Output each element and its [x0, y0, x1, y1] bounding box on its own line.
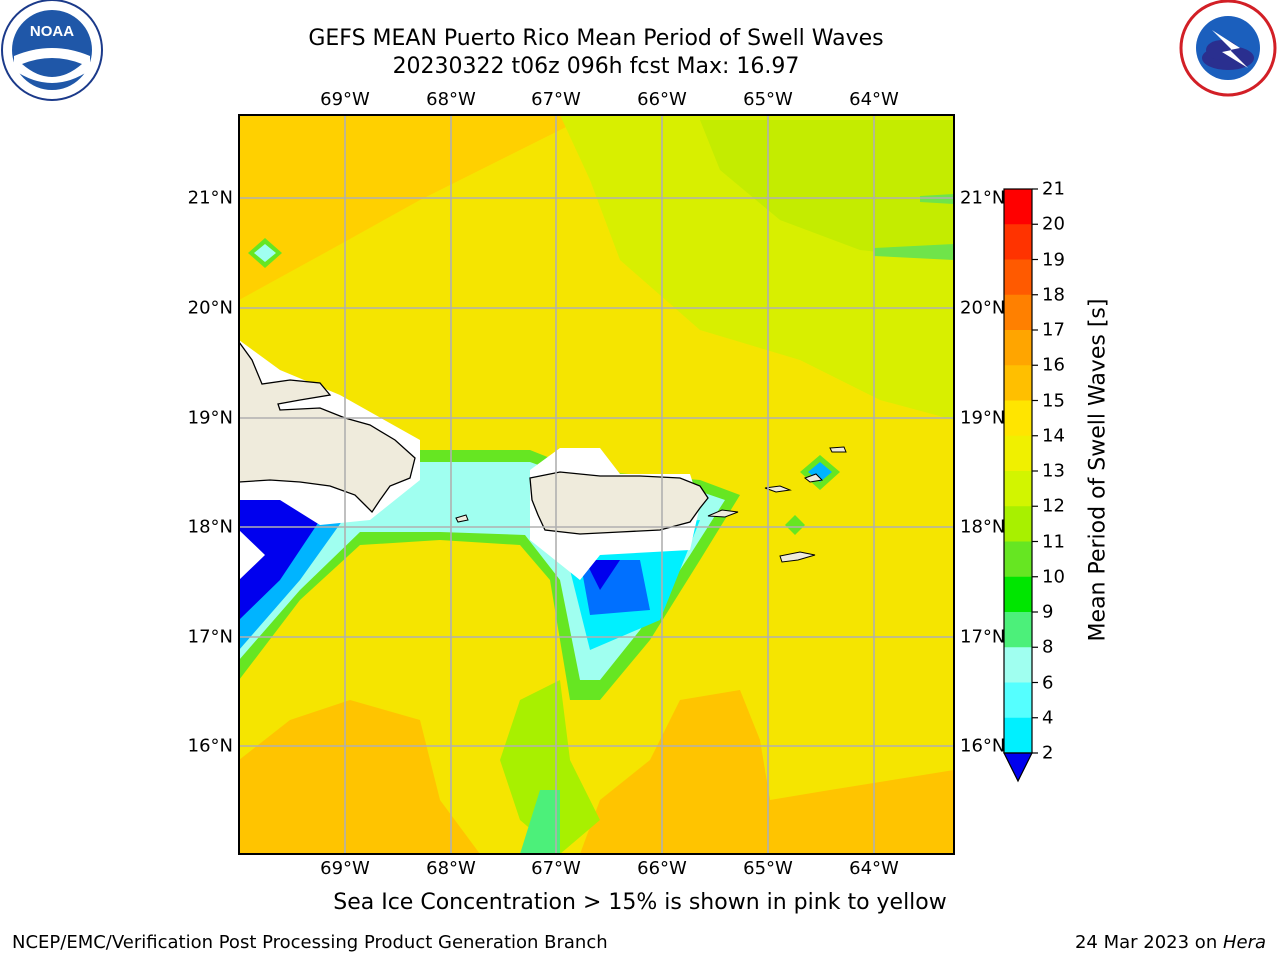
colorbar-extend-arrow [1003, 752, 1033, 783]
colorbar [1003, 188, 1038, 783]
colorbar-tick-label: 8 [1042, 636, 1054, 658]
sea-ice-note: Sea Ice Concentration > 15% is shown in … [333, 890, 947, 915]
lon-label-bottom: 66°W [637, 858, 687, 879]
noaa-logo: NOAA [1, 0, 103, 101]
colorbar-tick-label: 21 [1042, 178, 1065, 200]
colorbar-segment [1004, 506, 1032, 542]
colorbar-tick-label: 6 [1042, 672, 1054, 693]
lon-label-top: 67°W [531, 89, 581, 110]
colorbar-segment [1004, 717, 1032, 754]
lat-label-left: 17°N [187, 626, 233, 648]
colorbar-segment [1004, 330, 1032, 366]
footer-branch: NCEP/EMC/Verification Post Processing Pr… [12, 932, 608, 953]
lon-label-top: 64°W [849, 89, 899, 110]
colorbar-tick-label: 10 [1042, 566, 1065, 588]
map-gridlines [239, 115, 954, 854]
chart-title: GEFS MEAN Puerto Rico Mean Period of Swe… [308, 26, 884, 51]
lat-label-left: 21°N [187, 187, 233, 209]
colorbar-tick-label: 19 [1042, 249, 1065, 270]
swell-period-field [239, 115, 954, 854]
colorbar-segment [1004, 435, 1032, 472]
lon-label-top: 69°W [320, 89, 370, 110]
colorbar-segment [1004, 576, 1032, 613]
lat-label-right: 21°N [960, 187, 1006, 209]
colorbar-segment [1004, 612, 1032, 648]
map-frame [238, 114, 955, 855]
colorbar-tick-label: 15 [1042, 390, 1065, 411]
svg-text:NOAA: NOAA [30, 23, 74, 40]
colorbar-tick-label: 4 [1042, 707, 1054, 729]
lon-label-bottom: 69°W [320, 858, 370, 879]
lat-label-right: 18°N [960, 516, 1006, 538]
colorbar-segment [1004, 259, 1032, 296]
colorbar-tick-label: 13 [1042, 460, 1065, 482]
colorbar-segment [1004, 224, 1032, 260]
colorbar-tick-label: 11 [1042, 531, 1065, 552]
lon-label-bottom: 67°W [531, 858, 581, 879]
lon-label-bottom: 68°W [426, 858, 476, 879]
colorbar-title: Mean Period of Swell Waves [s] [1085, 298, 1111, 642]
lat-label-left: 19°N [187, 407, 233, 429]
lat-label-right: 20°N [960, 297, 1006, 319]
nws-logo [1179, 0, 1277, 97]
lon-label-top: 65°W [743, 89, 793, 110]
colorbar-tick-label: 2 [1042, 742, 1054, 764]
lon-label-bottom: 65°W [743, 858, 793, 879]
colorbar-segment [1004, 189, 1032, 225]
colorbar-tick-label: 12 [1042, 495, 1065, 517]
footer-date-text: 24 Mar 2023 on [1074, 932, 1223, 953]
colorbar-segment [1004, 647, 1032, 683]
lat-label-right: 17°N [960, 626, 1006, 648]
colorbar-segment [1004, 541, 1032, 578]
colorbar-tick-label: 16 [1042, 354, 1065, 376]
lat-label-right: 19°N [960, 407, 1006, 429]
lat-label-left: 18°N [187, 516, 233, 538]
colorbar-segment [1004, 365, 1032, 401]
colorbar-segment [1004, 400, 1032, 437]
chart-subtitle: 20230322 t06z 096h fcst Max: 16.97 [392, 54, 800, 79]
footer-date: 24 Mar 2023 on Hera [1075, 932, 1266, 953]
colorbar-tick-label: 14 [1042, 425, 1065, 447]
colorbar-segment [1004, 294, 1032, 331]
colorbar-tick-label: 17 [1042, 319, 1065, 341]
lon-label-bottom: 64°W [849, 858, 899, 879]
lon-label-top: 66°W [637, 89, 687, 110]
footer-machine: Hera [1222, 932, 1266, 953]
colorbar-segment [1004, 682, 1032, 719]
colorbar-tick-label: 20 [1042, 213, 1065, 235]
colorbar-tick-label: 9 [1042, 601, 1054, 623]
colorbar-tick-label: 18 [1042, 284, 1065, 306]
lat-label-left: 16°N [187, 735, 233, 757]
colorbar-segment [1004, 471, 1032, 507]
lon-label-top: 68°W [426, 89, 476, 110]
lat-label-left: 20°N [187, 297, 233, 319]
lat-label-right: 16°N [960, 735, 1006, 757]
